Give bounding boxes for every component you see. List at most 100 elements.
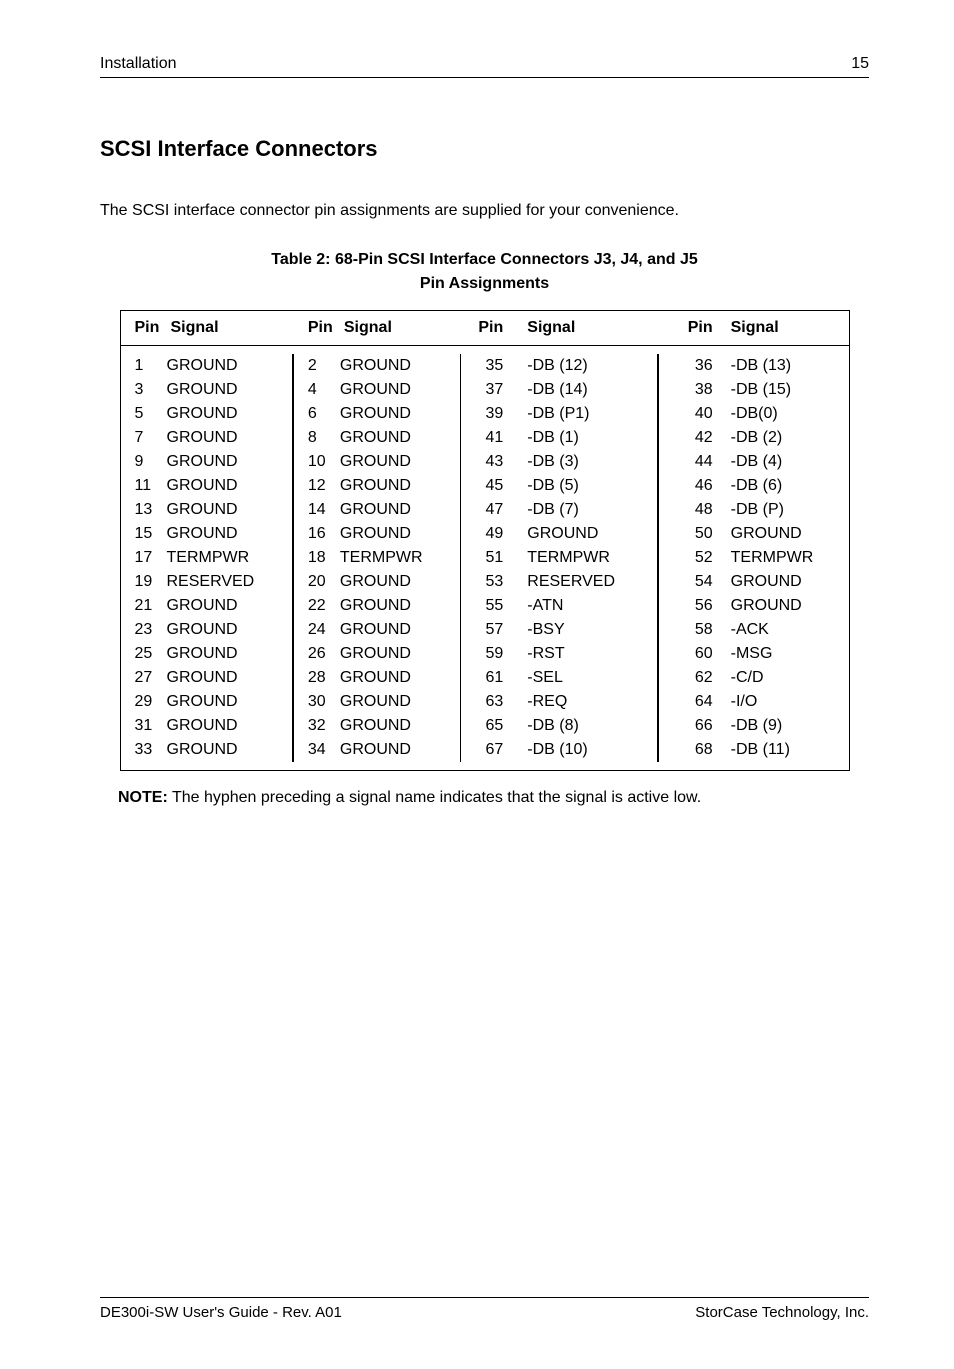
table-body: 1GROUND3GROUND5GROUND7GROUND9GROUND11GRO… — [121, 346, 849, 770]
signal-name: GROUND — [340, 474, 460, 498]
signal-name: -BSY — [527, 618, 657, 642]
table-row: 66-DB (9) — [659, 714, 849, 738]
signal-name: -DB (P) — [731, 498, 849, 522]
pin-number: 65 — [461, 714, 527, 738]
table-row: 23GROUND — [121, 618, 293, 642]
signal-name: GROUND — [167, 738, 293, 762]
pin-number: 40 — [659, 402, 731, 426]
signal-name: -DB (8) — [527, 714, 657, 738]
table-row: 51TERMPWR — [461, 546, 657, 570]
pin-number: 1 — [121, 354, 167, 378]
pin-number: 50 — [659, 522, 731, 546]
table-row: 57-BSY — [461, 618, 657, 642]
signal-name: -DB (7) — [527, 498, 657, 522]
signal-name: -REQ — [527, 690, 657, 714]
table-row: 28GROUND — [294, 666, 460, 690]
pin-number: 39 — [461, 402, 527, 426]
col-header-signal: Signal — [731, 319, 849, 337]
table-row: 31GROUND — [121, 714, 293, 738]
table-row: 50GROUND — [659, 522, 849, 546]
table-row: 27GROUND — [121, 666, 293, 690]
signal-name: GROUND — [167, 354, 293, 378]
signal-name: -DB (4) — [731, 450, 849, 474]
signal-name: -DB(0) — [731, 402, 849, 426]
pin-number: 68 — [659, 738, 731, 762]
page-header: Installation 15 — [100, 55, 869, 78]
table-row: 33GROUND — [121, 738, 293, 762]
table-row: 53RESERVED — [461, 570, 657, 594]
table-row: 16GROUND — [294, 522, 460, 546]
signal-name: -I/O — [731, 690, 849, 714]
header-col3: Pin Signal — [461, 311, 657, 345]
table-row: 42-DB (2) — [659, 426, 849, 450]
table-row: 1GROUND — [121, 354, 293, 378]
table-row: 65-DB (8) — [461, 714, 657, 738]
signal-name: -DB (6) — [731, 474, 849, 498]
signal-name: GROUND — [731, 570, 849, 594]
pin-number: 3 — [121, 378, 167, 402]
pin-number: 37 — [461, 378, 527, 402]
pin-number: 19 — [121, 570, 167, 594]
table-row: 46-DB (6) — [659, 474, 849, 498]
signal-name: GROUND — [167, 474, 293, 498]
signal-name: -SEL — [527, 666, 657, 690]
table-row: 29GROUND — [121, 690, 293, 714]
signal-name: -DB (5) — [527, 474, 657, 498]
page-footer: DE300i-SW User's Guide - Rev. A01 StorCa… — [100, 1297, 869, 1321]
signal-name: GROUND — [340, 378, 460, 402]
pin-number: 2 — [294, 354, 340, 378]
table-row: 35-DB (12) — [461, 354, 657, 378]
signal-name: -MSG — [731, 642, 849, 666]
pin-number: 15 — [121, 522, 167, 546]
column-group-2: 2GROUND4GROUND6GROUND8GROUND10GROUND12GR… — [294, 346, 460, 770]
pin-number: 47 — [461, 498, 527, 522]
table-row: 52TERMPWR — [659, 546, 849, 570]
table-row: 20GROUND — [294, 570, 460, 594]
table-row: 49GROUND — [461, 522, 657, 546]
pin-number: 38 — [659, 378, 731, 402]
signal-name: GROUND — [167, 642, 293, 666]
table-row: 21GROUND — [121, 594, 293, 618]
col-header-pin: Pin — [461, 319, 527, 337]
signal-name: -DB (2) — [731, 426, 849, 450]
pin-number: 48 — [659, 498, 731, 522]
signal-name: RESERVED — [527, 570, 657, 594]
table-row: 3GROUND — [121, 378, 293, 402]
pin-number: 6 — [294, 402, 340, 426]
note-label: NOTE: — [118, 789, 168, 806]
pin-number: 32 — [294, 714, 340, 738]
pin-number: 14 — [294, 498, 340, 522]
signal-name: GROUND — [340, 738, 460, 762]
table-caption-line1: Table 2: 68-Pin SCSI Interface Connector… — [271, 251, 698, 268]
section-heading: SCSI Interface Connectors — [100, 136, 869, 162]
pin-number: 4 — [294, 378, 340, 402]
signal-name: -DB (13) — [731, 354, 849, 378]
signal-name: GROUND — [167, 666, 293, 690]
signal-name: GROUND — [340, 666, 460, 690]
col-header-signal: Signal — [344, 319, 460, 337]
pin-number: 41 — [461, 426, 527, 450]
pin-number: 12 — [294, 474, 340, 498]
signal-name: -DB (12) — [527, 354, 657, 378]
pin-number: 10 — [294, 450, 340, 474]
column-group-1: 1GROUND3GROUND5GROUND7GROUND9GROUND11GRO… — [121, 346, 293, 770]
pin-number: 9 — [121, 450, 167, 474]
table-row: 7GROUND — [121, 426, 293, 450]
signal-name: GROUND — [340, 690, 460, 714]
signal-name: GROUND — [167, 714, 293, 738]
signal-name: -DB (14) — [527, 378, 657, 402]
table-row: 41-DB (1) — [461, 426, 657, 450]
pin-number: 52 — [659, 546, 731, 570]
signal-name: TERMPWR — [167, 546, 293, 570]
signal-name: GROUND — [340, 714, 460, 738]
table-row: 38-DB (15) — [659, 378, 849, 402]
table-row: 30GROUND — [294, 690, 460, 714]
table-row: 24GROUND — [294, 618, 460, 642]
table-row: 43-DB (3) — [461, 450, 657, 474]
intro-text: The SCSI interface connector pin assignm… — [100, 202, 869, 220]
col-header-pin: Pin — [121, 319, 171, 337]
col-header-signal: Signal — [171, 319, 293, 337]
footer-left: DE300i-SW User's Guide - Rev. A01 — [100, 1304, 342, 1321]
signal-name: -DB (P1) — [527, 402, 657, 426]
signal-name: TERMPWR — [527, 546, 657, 570]
